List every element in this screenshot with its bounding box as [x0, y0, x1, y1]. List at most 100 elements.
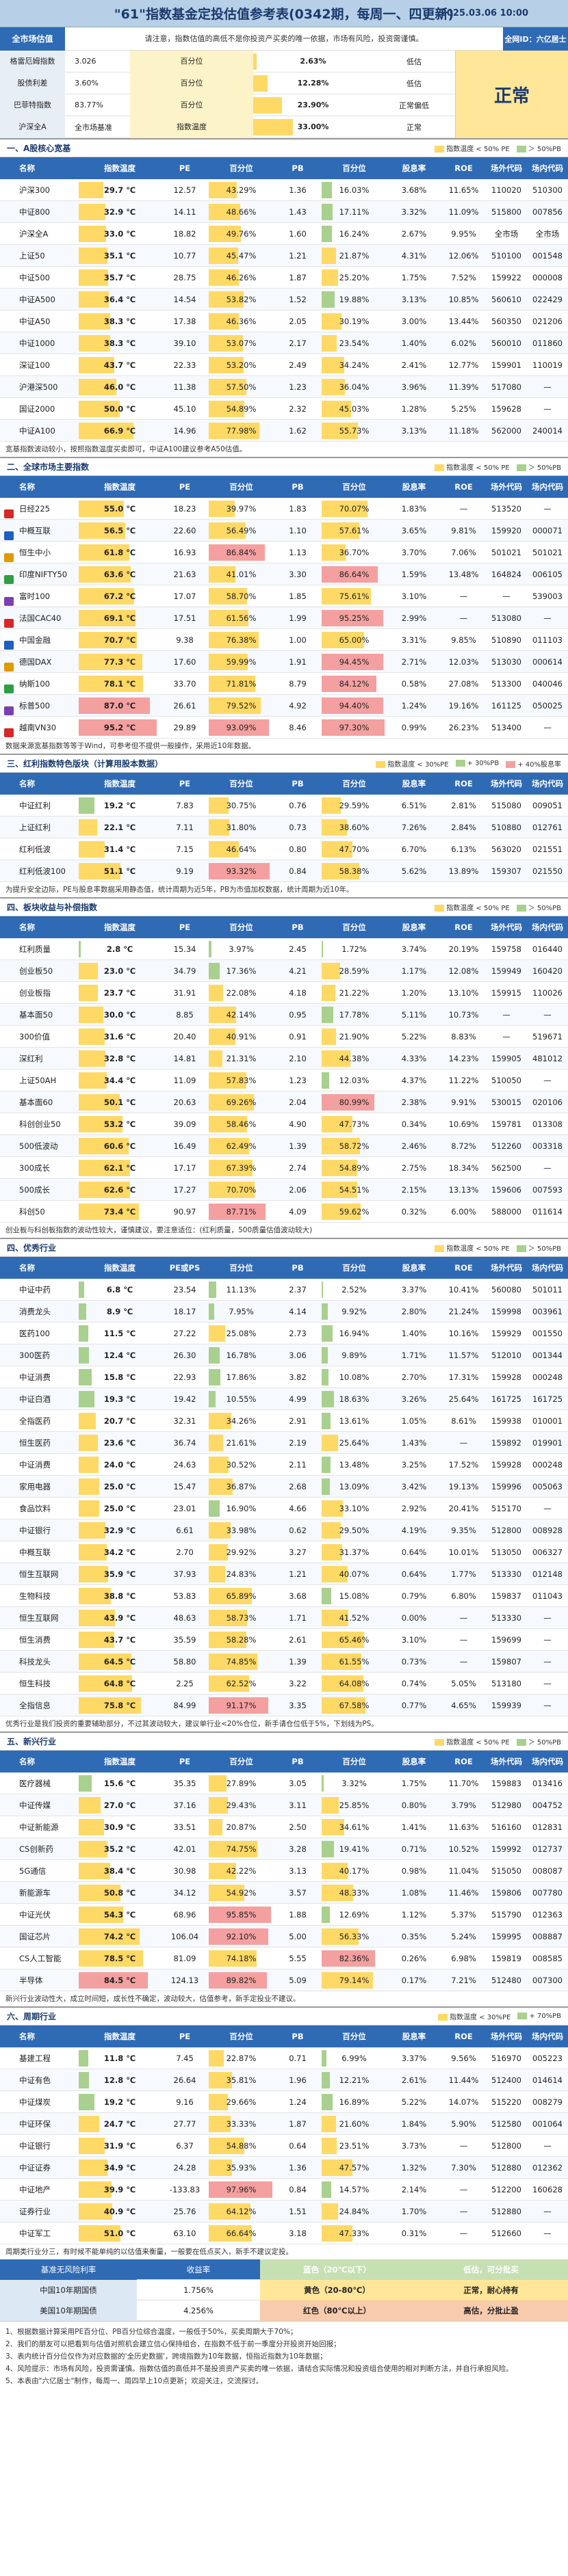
index-name[interactable]: 半导体: [0, 1975, 79, 1986]
index-name[interactable]: 上证50: [0, 250, 79, 261]
index-name[interactable]: 家用电器: [0, 1481, 79, 1492]
table-row[interactable]: 半导体 84.5 ℃ 124.13 89.82% 5.09 79.14% 0.17% 7.21…: [0, 1969, 568, 1991]
index-name[interactable]: CS人工智能: [0, 1953, 79, 1964]
index-name[interactable]: 中证光伏: [0, 1909, 79, 1920]
table-row[interactable]: 医疗器械 15.6 ℃ 35.35 27.89% 3.05 3.32% 1.75% 11.70…: [0, 1772, 568, 1794]
table-row[interactable]: 纳斯100 78.1 ℃ 33.70 71.81% 8.79 84.12% 0.58% 27.…: [0, 673, 568, 695]
table-row[interactable]: 中证消费 15.8 ℃ 22.93 17.86% 3.82 10.08% 2.70% 17.3…: [0, 1366, 568, 1388]
index-name[interactable]: 恒生中小: [0, 547, 79, 562]
index-name[interactable]: 中证新能源: [0, 1822, 79, 1833]
index-name[interactable]: 300价值: [0, 1031, 79, 1042]
table-row[interactable]: 恒生中小 61.8 ℃ 16.93 86.84% 1.13 36.70% 3.70% 7.06…: [0, 542, 568, 563]
table-row[interactable]: 全指信息 75.8 ℃ 84.99 91.17% 3.35 67.58% 0.77% 4.65…: [0, 1695, 568, 1716]
table-row[interactable]: 中证1000 38.3 ℃ 39.10 53.07% 2.17 23.54% 1.40% 6.…: [0, 332, 568, 354]
table-row[interactable]: 越南VN30 95.2 ℃ 29.89 93.09% 8.46 97.30% 0.99% 26…: [0, 717, 568, 739]
table-row[interactable]: 中证A100 66.9 ℃ 14.96 77.98% 1.62 55.73% 3.13% 11…: [0, 420, 568, 442]
index-name[interactable]: 证券行业: [0, 2206, 79, 2217]
table-row[interactable]: 德国DAX 77.3 ℃ 17.60 59.99% 1.91 94.45% 2.71% 12.…: [0, 651, 568, 673]
table-row[interactable]: 中概互联 34.2 ℃ 2.70 29.92% 3.27 31.37% 0.64% 10.01…: [0, 1541, 568, 1563]
index-name[interactable]: 消费龙头: [0, 1306, 79, 1317]
table-row[interactable]: 中证800 32.9 ℃ 14.11 48.66% 1.43 17.11% 3.32% 11.…: [0, 201, 568, 223]
table-row[interactable]: 红利低波 31.4 ℃ 7.15 46.64% 0.80 47.70% 6.70% 6.13%…: [0, 838, 568, 860]
table-row[interactable]: 中证白酒 19.3 ℃ 19.42 10.55% 4.99 18.63% 3.26% 25.6…: [0, 1388, 568, 1410]
table-row[interactable]: 中证新能源 30.9 ℃ 33.51 20.87% 2.50 34.61% 1.41% 11.…: [0, 1816, 568, 1838]
index-name[interactable]: 基本面50: [0, 1009, 79, 1020]
table-row[interactable]: 家用电器 25.0 ℃ 15.47 36.87% 2.68 13.09% 3.42% 19.1…: [0, 1476, 568, 1498]
index-name[interactable]: 深证100: [0, 360, 79, 371]
table-row[interactable]: 中证传媒 27.0 ℃ 37.16 29.43% 3.11 25.85% 0.80% 3.79…: [0, 1794, 568, 1816]
index-name[interactable]: 红利质量: [0, 944, 79, 955]
index-name[interactable]: 中证800: [0, 207, 79, 217]
index-name[interactable]: 科创50: [0, 1206, 79, 1217]
index-name[interactable]: 德国DAX: [0, 656, 79, 672]
index-name[interactable]: 沪深全A: [0, 228, 79, 239]
index-name[interactable]: 500低波动: [0, 1141, 79, 1152]
table-row[interactable]: 新能源车 50.8 ℃ 34.12 54.92% 3.57 48.33% 1.08% 11.4…: [0, 1882, 568, 1904]
index-name[interactable]: 日经225: [0, 503, 79, 518]
table-row[interactable]: CS创新药 35.2 ℃ 42.01 74.75% 3.28 19.41% 0.71% 10.…: [0, 1838, 568, 1860]
table-row[interactable]: 中证环保 24.7 ℃ 27.77 33.33% 1.87 21.60% 1.84% 5.90…: [0, 2113, 568, 2135]
index-name[interactable]: 中概互联: [0, 525, 79, 540]
table-row[interactable]: 恒生医药 23.6 ℃ 36.74 21.61% 2.19 25.64% 1.43% —159…: [0, 1432, 568, 1454]
index-name[interactable]: 越南VN30: [0, 722, 79, 737]
table-row[interactable]: 恒生互联网 43.9 ℃ 48.63 58.73% 1.71 41.52% 0.00% —51…: [0, 1607, 568, 1629]
index-name[interactable]: 中证红利: [0, 800, 79, 811]
table-row[interactable]: 中证煤炭 19.2 ℃ 9.16 29.66% 1.24 16.89% 5.22% 14.07…: [0, 2091, 568, 2113]
index-name[interactable]: 中证军工: [0, 2228, 79, 2239]
index-name[interactable]: 上证红利: [0, 822, 79, 833]
index-name[interactable]: 中证白酒: [0, 1394, 79, 1405]
index-name[interactable]: 中证银行: [0, 2140, 79, 2151]
index-name[interactable]: 标普500: [0, 700, 79, 715]
index-name[interactable]: 恒生互联网: [0, 1569, 79, 1580]
table-row[interactable]: 食品饮料 25.0 ℃ 23.01 16.90% 4.66 33.10% 2.92% 20.4…: [0, 1498, 568, 1519]
table-row[interactable]: 300价值 31.6 ℃ 20.40 40.91% 0.91 21.90% 5.22% 8.8…: [0, 1026, 568, 1048]
index-name[interactable]: 全指信息: [0, 1700, 79, 1711]
index-name[interactable]: 300成长: [0, 1163, 79, 1173]
table-row[interactable]: 恒生消费 43.7 ℃ 35.59 58.28% 2.61 65.46% 3.10% —159…: [0, 1629, 568, 1651]
table-row[interactable]: 300成长 62.1 ℃ 17.17 67.39% 2.74 54.89% 2.75% 18.…: [0, 1157, 568, 1179]
table-row[interactable]: 500低波动 60.6 ℃ 16.49 62.49% 1.39 58.72% 2.46% 8.…: [0, 1135, 568, 1157]
table-row[interactable]: 法国CAC40 69.1 ℃ 17.51 61.56% 1.99 95.25% 2.99% —…: [0, 607, 568, 629]
index-name[interactable]: 中证传媒: [0, 1800, 79, 1811]
table-row[interactable]: 红利质量 2.8 ℃ 15.34 3.97% 2.45 1.72% 3.74% 20.19% 1…: [0, 938, 568, 960]
index-name[interactable]: 中证中药: [0, 1284, 79, 1295]
table-row[interactable]: 中证A500 36.4 ℃ 14.54 53.82% 1.52 19.88% 3.13% 10…: [0, 289, 568, 310]
table-row[interactable]: 印度NIFTY50 63.6 ℃ 21.63 41.01% 3.30 86.64% 1.59…: [0, 563, 568, 585]
index-name[interactable]: 红利低波100: [0, 866, 79, 877]
table-row[interactable]: 沪港深500 46.0 ℃ 11.38 57.50% 1.23 36.04% 3.96% 11…: [0, 376, 568, 398]
index-name[interactable]: 中证A100: [0, 425, 79, 436]
table-row[interactable]: 科创创业50 53.2 ℃ 39.09 58.46% 4.90 47.73% 0.34% 10…: [0, 1113, 568, 1135]
index-name[interactable]: 创业板50: [0, 966, 79, 977]
table-row[interactable]: CS人工智能 78.5 ℃ 81.09 74.18% 5.55 82.36% 0.26% 6.…: [0, 1948, 568, 1969]
index-name[interactable]: 深红利: [0, 1053, 79, 1064]
table-row[interactable]: 中证军工 51.0 ℃ 63.10 66.64% 3.18 47.33% 0.31% —512…: [0, 2222, 568, 2244]
table-row[interactable]: 富时100 67.2 ℃ 17.07 58.70% 1.85 75.61% 3.10% — —5…: [0, 585, 568, 607]
index-name[interactable]: 纳斯100: [0, 678, 79, 693]
index-name[interactable]: 中证银行: [0, 1525, 79, 1536]
index-name[interactable]: 500成长: [0, 1184, 79, 1195]
index-name[interactable]: 恒生科技: [0, 1678, 79, 1689]
table-row[interactable]: 科技龙头 64.5 ℃ 58.80 74.85% 1.39 61.55% 0.73% —159…: [0, 1651, 568, 1673]
index-name[interactable]: 中证环保: [0, 2119, 79, 2129]
index-name[interactable]: 中证证券: [0, 2162, 79, 2173]
index-name[interactable]: 基建工程: [0, 2053, 79, 2064]
index-name[interactable]: 印度NIFTY50: [0, 569, 79, 584]
table-row[interactable]: 中证银行 32.9 ℃ 6.61 33.98% 0.62 29.50% 4.19% 9.35%…: [0, 1519, 568, 1541]
index-name[interactable]: 沪港深500: [0, 382, 79, 393]
table-row[interactable]: 基本面60 50.1 ℃ 20.63 69.26% 2.04 80.99% 2.38% 9.9…: [0, 1091, 568, 1113]
table-row[interactable]: 红利低波100 51.1 ℃ 9.19 93.32% 0.84 58.38% 5.62% 13…: [0, 860, 568, 882]
table-row[interactable]: 上证50AH 34.4 ℃ 11.09 57.83% 1.23 12.03% 4.37% 11…: [0, 1070, 568, 1091]
table-row[interactable]: 中证500 35.7 ℃ 28.75 46.26% 1.87 25.20% 1.75% 7.5…: [0, 267, 568, 289]
index-name[interactable]: 创业板指: [0, 987, 79, 998]
index-name[interactable]: 中证消费: [0, 1459, 79, 1470]
table-row[interactable]: 基本面50 30.0 ℃ 8.85 42.14% 0.95 17.78% 5.11% 10.7…: [0, 1004, 568, 1026]
table-row[interactable]: 恒生科技 64.8 ℃ 2.25 62.52% 3.22 64.08% 0.74% 5.05%…: [0, 1673, 568, 1695]
index-name[interactable]: 中证500: [0, 272, 79, 283]
table-row[interactable]: 医药100 11.5 ℃ 27.22 25.08% 2.73 16.94% 1.40% 10.…: [0, 1323, 568, 1344]
table-row[interactable]: 创业板50 23.0 ℃ 34.79 17.36% 4.21 28.59% 1.17% 12.…: [0, 960, 568, 982]
table-row[interactable]: 全指医药 20.7 ℃ 32.31 34.26% 2.91 13.61% 1.05% 8.61…: [0, 1410, 568, 1432]
index-name[interactable]: 医疗器械: [0, 1778, 79, 1789]
table-row[interactable]: 中国金融 70.7 ℃ 9.38 76.38% 1.00 65.00% 3.31% 9.85%…: [0, 629, 568, 651]
table-row[interactable]: 中证有色 12.8 ℃ 26.64 35.81% 1.96 12.21% 2.61% 11.4…: [0, 2069, 568, 2091]
index-name[interactable]: 红利低波: [0, 844, 79, 855]
